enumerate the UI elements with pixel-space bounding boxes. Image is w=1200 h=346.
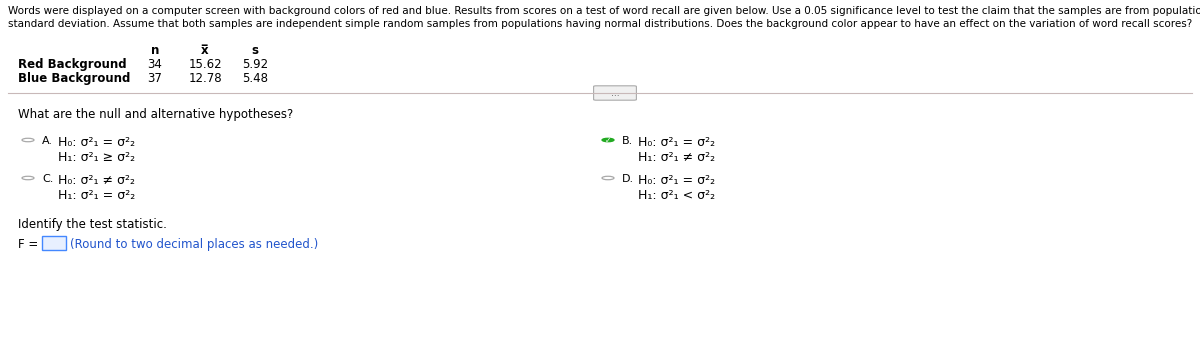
- Text: x̅: x̅: [202, 44, 209, 57]
- Text: C.: C.: [42, 174, 53, 184]
- Text: H₀: σ²₁ = σ²₂: H₀: σ²₁ = σ²₂: [58, 136, 136, 149]
- Text: H₁: σ²₁ < σ²₂: H₁: σ²₁ < σ²₂: [638, 189, 715, 202]
- Text: Identify the test statistic.: Identify the test statistic.: [18, 218, 167, 231]
- Text: Blue Background: Blue Background: [18, 72, 131, 85]
- Text: H₀: σ²₁ = σ²₂: H₀: σ²₁ = σ²₂: [638, 136, 715, 149]
- Text: 12.78: 12.78: [188, 72, 222, 85]
- Text: 5.92: 5.92: [242, 58, 268, 71]
- Text: 5.48: 5.48: [242, 72, 268, 85]
- Text: 34: 34: [148, 58, 162, 71]
- Text: 37: 37: [148, 72, 162, 85]
- Text: H₁: σ²₁ = σ²₂: H₁: σ²₁ = σ²₂: [58, 189, 136, 202]
- Text: Red Background: Red Background: [18, 58, 127, 71]
- Text: Words were displayed on a computer screen with background colors of red and blue: Words were displayed on a computer scree…: [8, 6, 1200, 16]
- Text: n: n: [151, 44, 160, 57]
- Text: (Round to two decimal places as needed.): (Round to two decimal places as needed.): [70, 238, 318, 251]
- Text: standard deviation. Assume that both samples are independent simple random sampl: standard deviation. Assume that both sam…: [8, 19, 1193, 29]
- Text: A.: A.: [42, 136, 53, 146]
- Text: B.: B.: [622, 136, 634, 146]
- Text: H₀: σ²₁ ≠ σ²₂: H₀: σ²₁ ≠ σ²₂: [58, 174, 134, 187]
- Text: 15.62: 15.62: [188, 58, 222, 71]
- Text: H₁: σ²₁ ≥ σ²₂: H₁: σ²₁ ≥ σ²₂: [58, 151, 136, 164]
- Text: D.: D.: [622, 174, 634, 184]
- Text: ...: ...: [611, 89, 619, 98]
- Text: ✓: ✓: [605, 136, 611, 145]
- Text: H₁: σ²₁ ≠ σ²₂: H₁: σ²₁ ≠ σ²₂: [638, 151, 715, 164]
- Text: s: s: [252, 44, 258, 57]
- Text: H₀: σ²₁ = σ²₂: H₀: σ²₁ = σ²₂: [638, 174, 715, 187]
- Text: F =: F =: [18, 238, 38, 251]
- Text: What are the null and alternative hypotheses?: What are the null and alternative hypoth…: [18, 108, 293, 121]
